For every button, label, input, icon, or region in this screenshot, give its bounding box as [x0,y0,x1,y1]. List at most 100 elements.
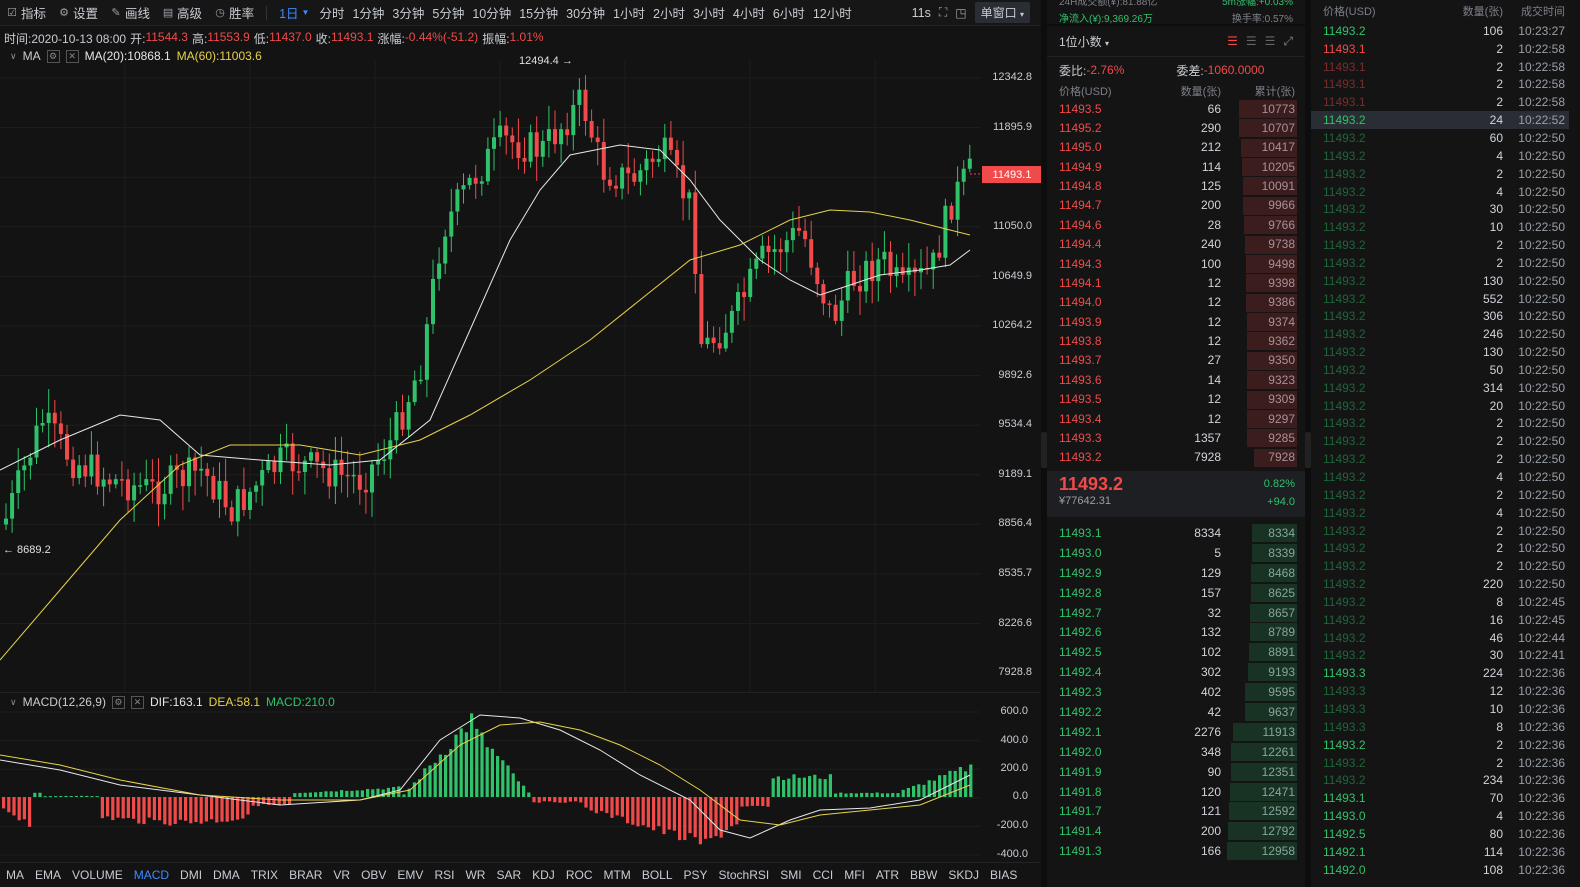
bid-row[interactable]: 11492.0 348 12261 [1047,742,1305,762]
tab-ma[interactable]: MA [6,868,24,882]
expand-icon[interactable]: ⤢ [1283,33,1293,48]
winrate-button[interactable]: ◷ 胜率 [215,7,255,21]
interval-3[interactable]: 5分钟 [432,7,465,21]
candlestick-chart[interactable] [0,60,1040,692]
screenshot-icon[interactable]: ◳ [955,5,967,20]
macd-chart[interactable] [0,700,1040,862]
tab-cci[interactable]: CCI [812,868,834,882]
interval-9[interactable]: 3小时 [692,7,725,21]
tab-brar[interactable]: BRAR [289,868,323,882]
panel-resizer[interactable] [1305,0,1311,887]
bid-row[interactable]: 11492.3 402 9595 [1047,682,1305,702]
panel-resizer[interactable] [1041,0,1047,887]
tab-roc[interactable]: ROC [565,868,593,882]
ask-row[interactable]: 11493.3 1357 9285 [1047,428,1305,448]
interval-5[interactable]: 15分钟 [519,7,559,21]
ask-row[interactable]: 11494.4 240 9738 [1047,235,1305,254]
precision-select[interactable]: 1位小数 ▾ [1059,34,1110,49]
tab-mfi[interactable]: MFI [844,868,865,882]
macd-settings-icon[interactable]: ⚙ [111,695,125,709]
ask-row[interactable]: 11494.0 12 9386 [1047,293,1305,312]
tab-dma[interactable]: DMA [213,868,240,882]
both-sides-icon[interactable]: ☰ [1227,33,1238,48]
tab-psy[interactable]: PSY [683,868,708,882]
ask-row[interactable]: 11494.6 28 9766 [1047,215,1305,235]
interval-10[interactable]: 4小时 [732,7,765,21]
tab-obv[interactable]: OBV [361,868,387,882]
window-mode-select[interactable]: 单窗口 ▾ [974,2,1030,23]
indicator-button[interactable]: ☑ 指标 [7,7,47,21]
tab-emv[interactable]: EMV [397,868,424,882]
ask-row[interactable]: 11493.9 12 9374 [1047,312,1305,331]
bid-row[interactable]: 11492.4 302 9193 [1047,662,1305,682]
interval-1[interactable]: 1分钟 [352,7,385,21]
bids-only-icon[interactable]: ☰ [1264,33,1276,48]
settings-button[interactable]: ⚙ 设置 [59,7,99,21]
ask-row[interactable]: 11493.8 12 9362 [1047,331,1305,351]
ma-settings-icon[interactable]: ⚙ [46,49,60,63]
ask-row[interactable]: 11494.3 100 9498 [1047,254,1305,273]
interval-12[interactable]: 12小时 [812,7,852,21]
tab-stochrsi[interactable]: StochRSI [718,868,770,882]
interval-0[interactable]: 分时 [319,7,345,21]
tab-skdj[interactable]: SKDJ [948,868,980,882]
tab-sar[interactable]: SAR [496,868,522,882]
tab-rsi[interactable]: RSI [434,868,455,882]
bid-row[interactable]: 11492.6 132 8789 [1047,622,1305,642]
bid-row[interactable]: 11492.1 2276 11913 [1047,722,1305,742]
bid-row[interactable]: 11491.3 166 12958 [1047,841,1305,861]
tab-bbw[interactable]: BBW [910,868,938,882]
ask-row[interactable]: 11494.7 200 9966 [1047,196,1305,215]
ask-row[interactable]: 11495.2 290 10707 [1047,118,1305,138]
tab-smi[interactable]: SMI [780,868,802,882]
interval-11[interactable]: 6小时 [772,7,805,21]
bid-row[interactable]: 11493.0 5 8339 [1047,543,1305,563]
collapse-chevron-icon[interactable]: ∨ [10,696,17,707]
tab-trix[interactable]: TRIX [250,868,279,882]
interval-4[interactable]: 10分钟 [472,7,512,21]
ask-row[interactable]: 11495.0 212 10417 [1047,138,1305,157]
tab-vr[interactable]: VR [333,868,351,882]
tab-mtm[interactable]: MTM [603,868,631,882]
bid-row[interactable]: 11491.4 200 12792 [1047,821,1305,841]
tab-volume[interactable]: VOLUME [72,868,123,882]
bid-row[interactable]: 11492.2 42 9637 [1047,702,1305,722]
tab-macd[interactable]: MACD [133,868,170,882]
bid-row[interactable]: 11492.7 32 8657 [1047,603,1305,623]
interval-2[interactable]: 3分钟 [392,7,425,21]
bid-row[interactable]: 11492.8 157 8625 [1047,583,1305,603]
bid-row[interactable]: 11491.9 90 12351 [1047,762,1305,782]
ma-close-icon[interactable]: ✕ [65,49,79,63]
timeframe-select[interactable]: 1日 ▼ [279,7,310,21]
ask-row[interactable]: 11493.4 12 9297 [1047,409,1305,428]
interval-6[interactable]: 30分钟 [566,7,606,21]
ask-row[interactable]: 11493.6 14 9323 [1047,370,1305,390]
bid-row[interactable]: 11491.7 121 12592 [1047,801,1305,821]
draw-button[interactable]: ✎ 画线 [111,7,151,21]
tab-wr[interactable]: WR [465,868,486,882]
tab-bias[interactable]: BIAS [990,868,1018,882]
ask-row[interactable]: 11494.1 12 9398 [1047,273,1305,293]
ask-row[interactable]: 11493.2 7928 7928 [1047,448,1305,467]
bid-row[interactable]: 11492.5 102 8891 [1047,642,1305,662]
tab-dmi[interactable]: DMI [180,868,203,882]
tab-kdj[interactable]: KDJ [532,868,555,882]
interval-8[interactable]: 2小时 [653,7,685,21]
bid-row[interactable]: 11493.1 8334 8334 [1047,523,1305,543]
ask-row[interactable]: 11493.5 66 10773 [1047,99,1305,118]
ask-row[interactable]: 11493.5 12 9309 [1047,390,1305,409]
tab-ema[interactable]: EMA [35,868,62,882]
fullscreen-icon[interactable]: ⛶ [938,5,948,19]
ask-row[interactable]: 11493.7 27 9350 [1047,351,1305,370]
interval-7[interactable]: 1小时 [613,7,645,21]
tab-atr[interactable]: ATR [875,868,900,882]
bid-row[interactable]: 11492.9 129 8468 [1047,563,1305,583]
advanced-button[interactable]: ▤ 高级 [162,7,203,21]
ask-row[interactable]: 11494.8 125 10091 [1047,176,1305,196]
bid-row[interactable]: 11491.8 120 12471 [1047,782,1305,802]
tab-boll[interactable]: BOLL [641,868,673,882]
macd-close-icon[interactable]: ✕ [130,695,144,709]
asks-only-icon[interactable]: ☰ [1245,33,1257,48]
ask-row[interactable]: 11494.9 114 10205 [1047,157,1305,176]
collapse-chevron-icon[interactable]: ∨ [10,50,17,61]
